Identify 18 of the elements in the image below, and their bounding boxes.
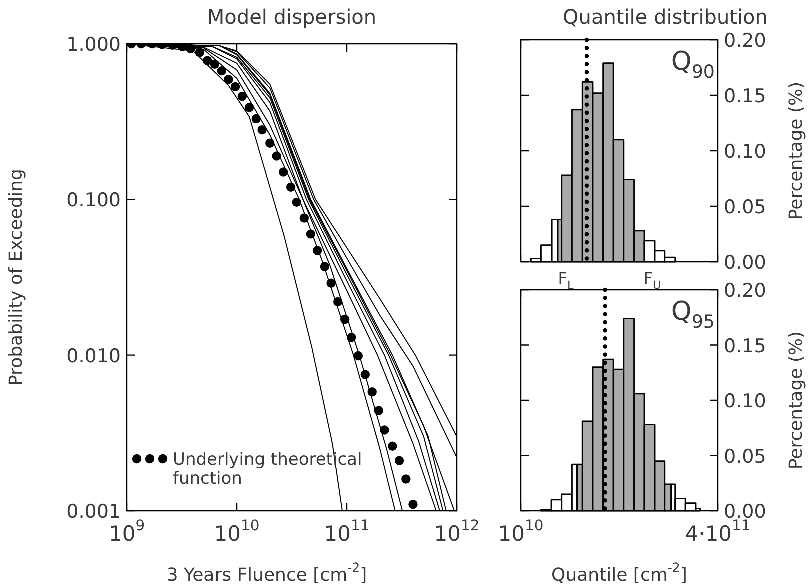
y-axis-title: Percentage (%) [786, 82, 807, 220]
chart-title: Model dispersion [207, 5, 377, 29]
y-tick-label: 1.000 [66, 34, 122, 56]
y-tick-label: 0.05 [724, 196, 766, 218]
y-axis-title: Percentage (%) [786, 331, 807, 470]
y-tick-label: 0.001 [66, 501, 122, 523]
chart-title: Quantile distribution [563, 5, 768, 29]
y-tick-label: 0.10 [724, 390, 766, 412]
y-tick-label: 0.20 [724, 280, 766, 302]
y-tick-label: 0.15 [724, 86, 766, 108]
y-tick-label: 0.00 [724, 252, 766, 274]
y-tick-label: 0.20 [724, 30, 766, 52]
y-tick-label: 0.100 [66, 190, 122, 212]
y-tick-label: 0.15 [724, 335, 766, 358]
y-tick-label: 0.10 [724, 141, 766, 163]
y-tick-label: 0.05 [724, 446, 766, 468]
y-tick-label: 0.010 [66, 345, 122, 368]
y-axis-title: Probability of Exceeding [6, 169, 27, 386]
